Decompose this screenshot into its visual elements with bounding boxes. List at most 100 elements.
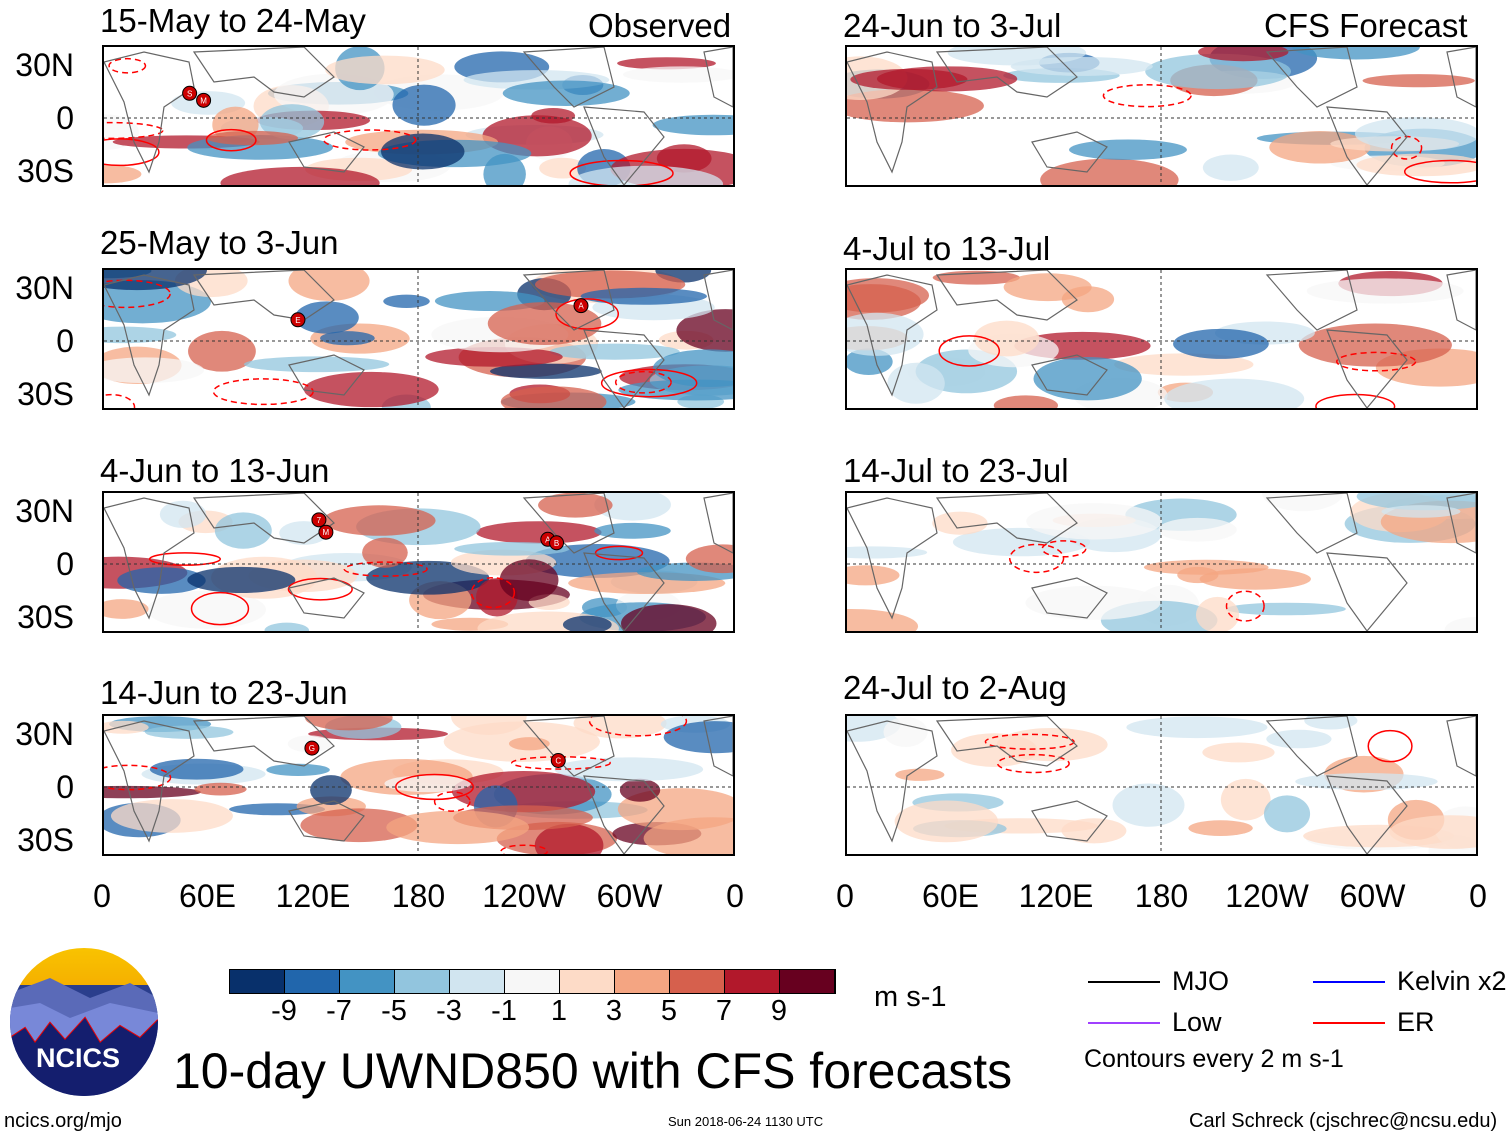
storm-label: S <box>187 89 192 98</box>
coastline <box>522 716 615 777</box>
wind-anomaly-shading <box>454 541 570 556</box>
er-contour <box>996 753 1070 774</box>
x-tick-label: 0 <box>1469 878 1487 914</box>
wind-anomaly-shading <box>1188 820 1253 836</box>
coastline <box>288 800 365 842</box>
coastline <box>1265 493 1358 554</box>
er-contour <box>1009 543 1065 574</box>
wind-anomaly-shading <box>259 104 325 140</box>
wind-anomaly-shading <box>594 493 671 521</box>
wind-anomaly-shading <box>1202 742 1275 763</box>
er-contour <box>938 335 1001 367</box>
wind-anomaly-shading <box>1306 278 1464 304</box>
wind-anomaly-shading <box>562 615 612 631</box>
x-tick-label: 120W <box>482 878 566 914</box>
x-tick-label: 60W <box>1339 878 1406 914</box>
colorbar-label: 1 <box>550 995 568 1027</box>
coastline <box>847 274 938 397</box>
wind-anomaly-shading <box>538 493 613 518</box>
wind-anomaly-shading <box>568 165 724 185</box>
figure-title: 10-day UWND850 with CFS forecasts <box>173 1043 1013 1099</box>
er-contour <box>212 378 314 406</box>
panel-title: 15-May to 24-May <box>100 2 366 39</box>
y-tick-label: 0 <box>56 323 74 359</box>
map-panel <box>845 268 1478 410</box>
tropical-cyclone-marker: M <box>318 524 334 540</box>
colorbar-swatch <box>780 970 835 993</box>
coastline <box>104 274 195 397</box>
footer-url[interactable]: ncics.org/mjo <box>4 1110 122 1132</box>
wind-anomaly-shading <box>117 567 206 594</box>
wind-anomaly-shading <box>1225 602 1346 616</box>
x-tick-label: 180 <box>391 878 446 914</box>
er-contour <box>104 393 136 408</box>
wind-anomaly-shading <box>310 775 352 806</box>
wind-anomaly-shading <box>392 84 456 126</box>
colorbar-label: -3 <box>436 995 462 1027</box>
x-tick-label: 0 <box>836 878 854 914</box>
wind-anomaly-shading <box>1173 328 1269 359</box>
wind-anomaly-shading <box>1069 139 1187 160</box>
er-contour <box>1315 393 1396 408</box>
er-contour <box>108 57 147 74</box>
y-tick-label: 30N <box>15 493 74 529</box>
colorbar-label: -1 <box>491 995 517 1027</box>
colorbar-swatch <box>285 970 340 993</box>
y-tick-label: 30S <box>17 153 74 189</box>
wind-anomaly-shading <box>1362 74 1475 88</box>
wind-anomaly-shading <box>996 727 1108 762</box>
coastline <box>104 51 195 174</box>
colorbar-swatch <box>505 970 560 993</box>
wind-anomaly-shading <box>279 521 329 545</box>
coastline <box>1446 270 1476 331</box>
er-contour <box>1102 84 1192 108</box>
wind-anomaly-shading <box>487 302 602 345</box>
colorbar-label: 9 <box>770 995 788 1027</box>
coastline <box>1326 329 1408 408</box>
coastline <box>847 720 938 843</box>
y-tick-label: 30N <box>15 716 74 752</box>
legend-line <box>1088 981 1160 983</box>
map-panel <box>845 714 1478 856</box>
x-tick-label: 60W <box>596 878 663 914</box>
y-tick-label: 0 <box>56 100 74 136</box>
coastline <box>192 493 335 544</box>
colorbar-units: m s-1 <box>874 981 947 1013</box>
coastline <box>192 47 335 98</box>
tropical-cyclone-marker: G <box>304 740 320 756</box>
wind-anomaly-shading <box>104 357 204 384</box>
wind-anomaly-shading <box>1202 154 1259 181</box>
legend-line <box>1313 1022 1385 1024</box>
wind-anomaly-shading <box>894 800 999 843</box>
storm-label: M <box>323 528 330 537</box>
y-tick-label: 30N <box>15 270 74 306</box>
er-contour <box>433 791 471 812</box>
wind-anomaly-shading <box>1354 117 1476 151</box>
wind-anomaly-shading <box>847 312 924 356</box>
wind-anomaly-shading <box>643 817 733 854</box>
coastline <box>1031 354 1108 396</box>
wind-anomaly-shading <box>619 778 661 802</box>
wind-anomaly-shading <box>1198 47 1289 62</box>
wind-anomaly-shading <box>264 622 310 631</box>
wind-anomaly-shading <box>243 356 390 373</box>
map-panel <box>845 45 1478 187</box>
wind-anomaly-shading <box>1114 353 1254 376</box>
wind-anomaly-shading <box>104 599 149 619</box>
coastline <box>583 329 665 408</box>
forecast-label: CFS Forecast <box>1264 7 1468 44</box>
coastline <box>1446 493 1476 554</box>
panel-title: 24-Jul to 2-Aug <box>843 669 1067 706</box>
coastline <box>935 270 1078 321</box>
wind-anomaly-shading <box>1033 357 1142 401</box>
coastline <box>1031 800 1108 842</box>
legend-label: ER <box>1397 1007 1435 1037</box>
er-contour <box>1367 729 1413 763</box>
wind-anomaly-shading <box>1304 716 1358 730</box>
wind-anomaly-shading <box>594 522 671 539</box>
er-contour <box>104 279 171 309</box>
wind-anomaly-shading <box>384 775 471 793</box>
